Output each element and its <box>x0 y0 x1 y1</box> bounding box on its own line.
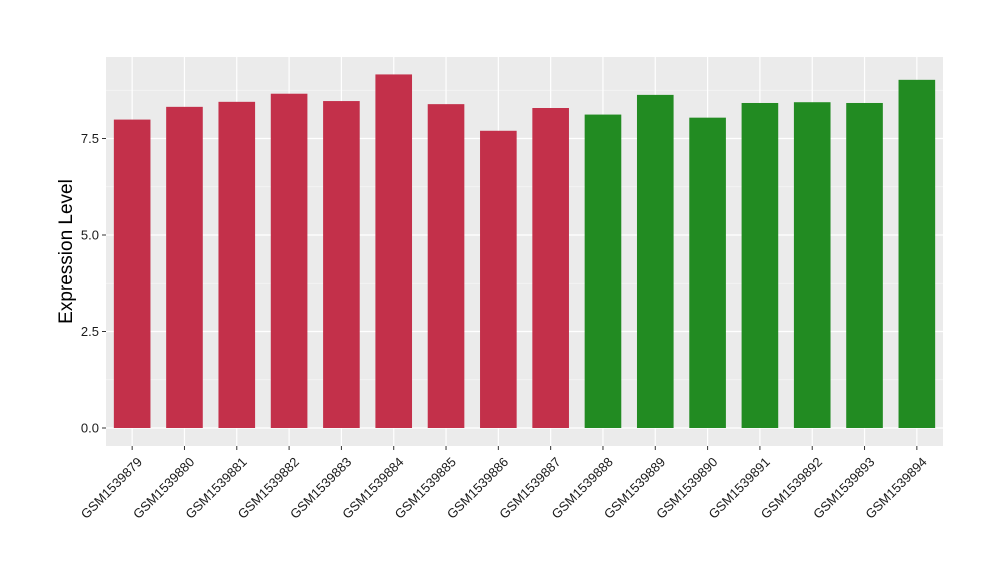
x-axis: GSM1539879GSM1539880GSM1539881GSM1539882… <box>78 446 930 522</box>
bar-GSM1539891 <box>741 102 779 428</box>
y-tick-label: 7.5 <box>81 131 99 146</box>
bar-GSM1539885 <box>427 104 465 428</box>
y-axis-label: Expression Level <box>56 179 77 324</box>
bar-GSM1539888 <box>584 114 622 429</box>
bar-GSM1539892 <box>793 102 831 428</box>
bar-GSM1539893 <box>846 102 883 428</box>
y-tick-label: 0.0 <box>81 421 99 436</box>
bar-GSM1539887 <box>532 108 569 429</box>
bar-GSM1539884 <box>375 74 413 428</box>
bar-GSM1539883 <box>323 101 360 429</box>
bar-GSM1539881 <box>218 101 256 428</box>
bar-GSM1539880 <box>166 106 203 429</box>
bar-GSM1539879 <box>113 119 151 428</box>
bar-GSM1539889 <box>636 94 674 429</box>
bars <box>113 74 936 429</box>
y-tick-label: 2.5 <box>81 324 99 339</box>
bar-GSM1539894 <box>898 79 936 428</box>
y-tick-label: 5.0 <box>81 228 99 243</box>
y-axis: 0.0 2.5 5.0 7.5 <box>81 131 106 436</box>
bar-GSM1539882 <box>270 93 308 428</box>
bar-GSM1539886 <box>480 130 517 428</box>
bar-GSM1539890 <box>689 117 726 428</box>
